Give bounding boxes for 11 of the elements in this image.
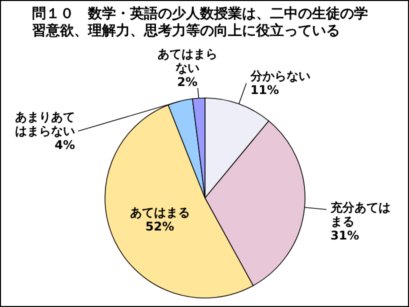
chart-title: 問１０ 数学・英語の少人数授業は、二中の生徒の学習意欲、理解力、思考力等の向上に役立っている <box>32 6 369 40</box>
slice-label: 充分あてはまる <box>329 200 390 228</box>
slice-label: 分からない <box>249 69 310 84</box>
slice-label: あまりあてはまらない <box>15 110 75 138</box>
data-label: 52% <box>145 219 174 234</box>
slice-label: あてはまる <box>130 205 190 220</box>
slice-label: あてはまらない <box>157 47 218 75</box>
data-label: 11% <box>250 83 280 98</box>
data-label: 2% <box>177 75 198 89</box>
data-label: 31% <box>330 228 360 242</box>
data-label: 4% <box>54 138 75 152</box>
